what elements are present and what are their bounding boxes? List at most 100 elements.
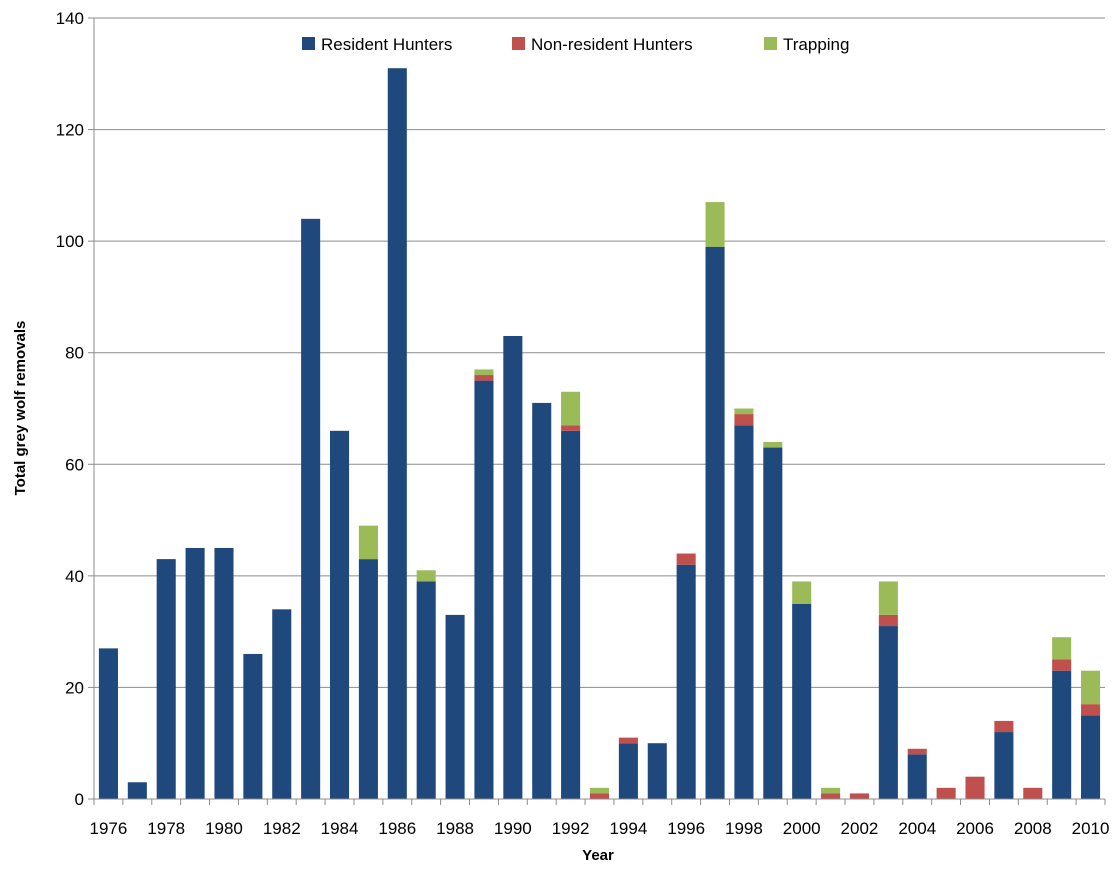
bar-resident-hunters-2004 bbox=[907, 754, 927, 799]
x-tick-label: 1976 bbox=[90, 819, 128, 838]
x-tick-label: 1982 bbox=[263, 819, 301, 838]
bar-non-resident-hunters-1998 bbox=[734, 414, 754, 426]
x-tick-label: 2004 bbox=[898, 819, 936, 838]
bar-non-resident-hunters-2002 bbox=[849, 793, 870, 799]
bar-resident-hunters-1998 bbox=[734, 425, 754, 799]
bar-trapping-1992 bbox=[561, 391, 581, 426]
bar-trapping-2000 bbox=[792, 581, 812, 604]
bar-trapping-2003 bbox=[878, 581, 898, 615]
bar-resident-hunters-1994 bbox=[618, 743, 638, 799]
bar-non-resident-hunters-2008 bbox=[1023, 787, 1043, 799]
y-tick-label: 100 bbox=[56, 232, 84, 251]
bar-resident-hunters-1999 bbox=[763, 447, 783, 799]
bar-non-resident-hunters-1996 bbox=[676, 553, 696, 565]
bar-trapping-2010 bbox=[1081, 670, 1101, 705]
bar-resident-hunters-1981 bbox=[243, 653, 263, 799]
bars bbox=[98, 68, 1101, 800]
bar-resident-hunters-2000 bbox=[792, 603, 812, 799]
x-tick-label: 1992 bbox=[552, 819, 590, 838]
x-tick-label: 1994 bbox=[609, 819, 647, 838]
bar-trapping-1998 bbox=[734, 408, 754, 415]
bar-resident-hunters-2010 bbox=[1081, 715, 1101, 799]
bar-resident-hunters-1995 bbox=[647, 743, 667, 799]
bar-non-resident-hunters-1993 bbox=[589, 793, 610, 799]
bar-non-resident-hunters-1989 bbox=[474, 375, 494, 381]
bar-non-resident-hunters-2007 bbox=[994, 720, 1014, 733]
bar-resident-hunters-1988 bbox=[445, 614, 465, 799]
legend-label: Trapping bbox=[783, 35, 849, 54]
gridlines bbox=[88, 17, 1105, 800]
y-tick-label: 0 bbox=[75, 790, 84, 809]
bar-resident-hunters-1987 bbox=[416, 581, 436, 799]
x-tick-label: 2002 bbox=[841, 819, 879, 838]
bar-non-resident-hunters-2005 bbox=[936, 787, 956, 799]
bar-resident-hunters-2009 bbox=[1052, 670, 1072, 799]
bar-non-resident-hunters-2001 bbox=[821, 793, 841, 799]
bar-resident-hunters-1976 bbox=[98, 648, 118, 799]
x-tick-label: 2010 bbox=[1072, 819, 1110, 838]
bar-trapping-1985 bbox=[358, 525, 378, 560]
bar-resident-hunters-1979 bbox=[185, 547, 205, 799]
bar-trapping-2001 bbox=[821, 787, 841, 794]
bar-trapping-2009 bbox=[1052, 637, 1072, 660]
bar-resident-hunters-1985 bbox=[358, 559, 378, 799]
bar-resident-hunters-1977 bbox=[127, 782, 147, 799]
bar-non-resident-hunters-2010 bbox=[1081, 704, 1101, 716]
bar-non-resident-hunters-2004 bbox=[907, 748, 927, 755]
legend-swatch-resident-hunters bbox=[302, 37, 315, 50]
legend-label: Non-resident Hunters bbox=[531, 35, 693, 54]
bar-resident-hunters-1983 bbox=[301, 218, 321, 800]
bar-resident-hunters-1986 bbox=[387, 68, 407, 799]
bar-non-resident-hunters-2009 bbox=[1052, 659, 1072, 671]
bar-trapping-1993 bbox=[589, 787, 610, 794]
bar-resident-hunters-1989 bbox=[474, 380, 494, 799]
bar-trapping-1997 bbox=[705, 202, 725, 247]
bar-non-resident-hunters-2006 bbox=[965, 776, 985, 799]
legend-swatch-non-resident-hunters bbox=[512, 37, 525, 50]
bar-trapping-1987 bbox=[416, 570, 436, 582]
axes bbox=[93, 18, 1105, 800]
x-tick-label: 2000 bbox=[783, 819, 821, 838]
bar-resident-hunters-1984 bbox=[329, 430, 350, 799]
y-tick-labels: 0 20 40 60 80 100 120 140 bbox=[56, 9, 84, 809]
bar-resident-hunters-2007 bbox=[994, 732, 1014, 799]
x-tick-label: 1986 bbox=[378, 819, 416, 838]
bar-resident-hunters-1982 bbox=[272, 609, 292, 799]
bar-non-resident-hunters-1992 bbox=[561, 425, 581, 431]
y-tick-label: 60 bbox=[65, 455, 84, 474]
x-tick-label: 1998 bbox=[725, 819, 763, 838]
x-tick-label: 2006 bbox=[956, 819, 994, 838]
x-tick-label: 1990 bbox=[494, 819, 532, 838]
x-tick-label: 2008 bbox=[1014, 819, 1052, 838]
legend: Resident Hunters Non-resident Hunters Trap… bbox=[302, 35, 849, 54]
x-tick-label: 1978 bbox=[147, 819, 185, 838]
bar-resident-hunters-1990 bbox=[503, 335, 523, 799]
bar-resident-hunters-1997 bbox=[705, 246, 725, 799]
bar-trapping-1989 bbox=[474, 369, 494, 376]
x-tick-label: 1980 bbox=[205, 819, 243, 838]
x-tick-label: 1988 bbox=[436, 819, 474, 838]
bar-trapping-1999 bbox=[763, 441, 783, 448]
bar-resident-hunters-1992 bbox=[561, 430, 581, 799]
bar-resident-hunters-2003 bbox=[878, 626, 898, 799]
bar-resident-hunters-1980 bbox=[214, 547, 234, 799]
bar-resident-hunters-1996 bbox=[676, 564, 696, 799]
bar-non-resident-hunters-2003 bbox=[878, 614, 898, 627]
y-tick-label: 20 bbox=[65, 678, 84, 697]
legend-swatch-trapping bbox=[764, 37, 777, 50]
x-tick-labels: 1976 1978 1980 1982 1984 1986 1988 1990 1992 1994… bbox=[90, 799, 1110, 838]
bar-non-resident-hunters-1994 bbox=[618, 737, 638, 744]
x-axis-title: Year bbox=[582, 847, 614, 864]
bar-resident-hunters-1978 bbox=[156, 559, 176, 799]
y-tick-label: 80 bbox=[65, 344, 84, 363]
y-tick-label: 120 bbox=[56, 121, 84, 140]
x-tick-label: 1984 bbox=[321, 819, 359, 838]
x-tick-label: 1996 bbox=[667, 819, 705, 838]
y-axis-title: Total grey wolf removals bbox=[12, 321, 29, 496]
bar-resident-hunters-1991 bbox=[532, 402, 552, 799]
y-tick-label: 40 bbox=[65, 567, 84, 586]
legend-label: Resident Hunters bbox=[321, 35, 452, 54]
y-tick-label: 140 bbox=[56, 9, 84, 28]
